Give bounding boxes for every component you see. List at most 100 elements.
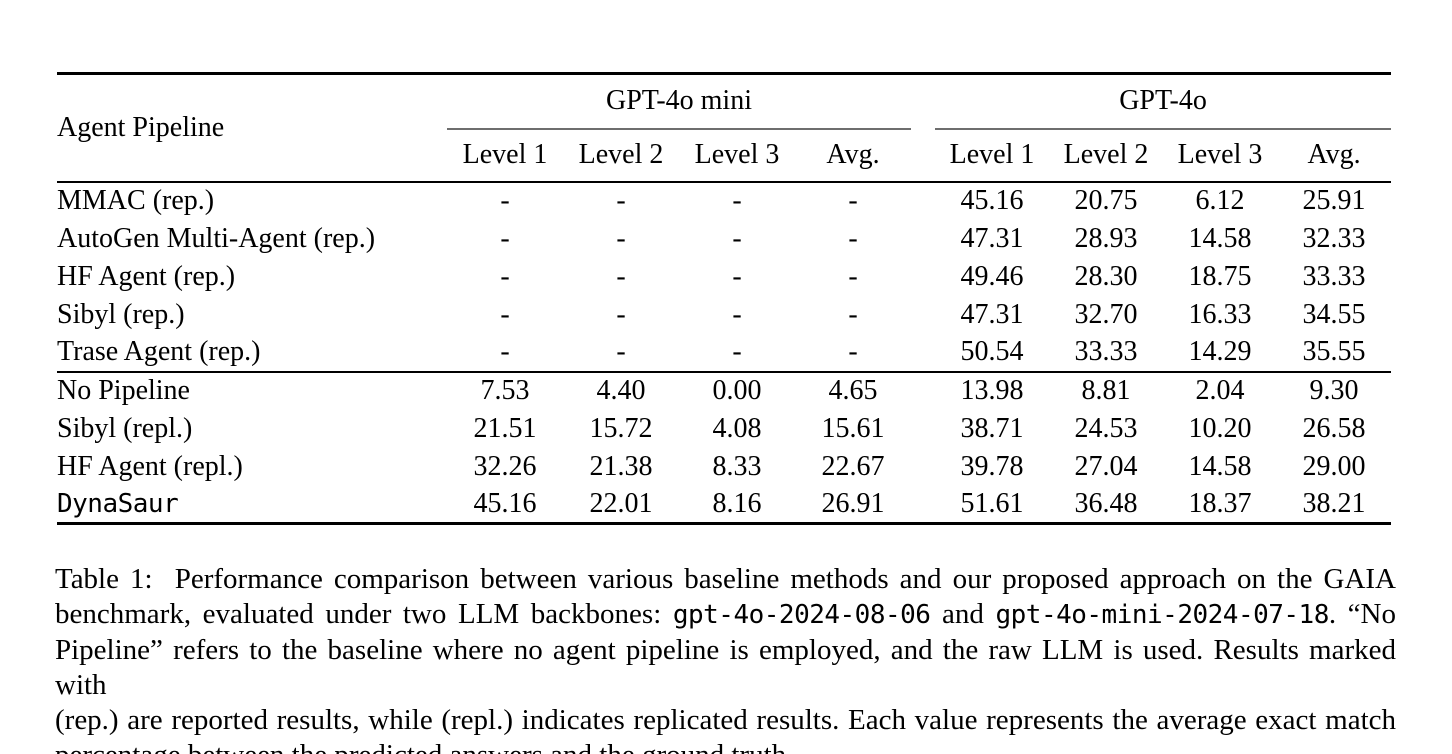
table-row: MMAC (rep.) - - - - 45.16 20.75 6.12 25.91 — [57, 182, 1391, 220]
caption-text: percentage between the predicted answers… — [55, 739, 793, 754]
row-label: Trase Agent (rep.) — [57, 336, 261, 367]
caption-text: and — [930, 598, 996, 630]
column-header-mini-level2: Level 2 — [563, 128, 679, 183]
group-gap — [911, 296, 935, 334]
value-cell: 9.30 — [1309, 375, 1359, 406]
value-cell: 0.00 — [712, 375, 762, 406]
caption-line: benchmark, evaluated under two LLM backb… — [55, 597, 1396, 633]
value-cell: 2.04 — [1195, 375, 1245, 406]
value-cell: 20.75 — [1074, 185, 1138, 216]
reported-results-section: MMAC (rep.) - - - - 45.16 20.75 6.12 25.91 AutoGe… — [57, 182, 1392, 372]
value-cell: 26.91 — [821, 487, 885, 519]
table-row: No Pipeline 7.53 4.40 0.00 4.65 13.98 8.81 2.04… — [57, 372, 1391, 410]
group-header-row: Agent Pipeline GPT-4o mini GPT-4o — [57, 73, 1392, 183]
value-cell: 18.75 — [1188, 260, 1252, 292]
row-label: HF Agent (rep.) — [57, 260, 236, 292]
column-header-agent-pipeline: Agent Pipeline — [57, 73, 447, 183]
value-cell: - — [732, 222, 742, 254]
value-cell: 35.55 — [1302, 336, 1366, 367]
value-cell: - — [500, 222, 510, 254]
value-cell: 32.33 — [1302, 222, 1366, 254]
value-cell: - — [848, 298, 858, 330]
column-header-4o-level2: Level 2 — [1049, 128, 1163, 183]
value-cell: - — [500, 185, 510, 216]
value-cell: - — [848, 336, 858, 367]
value-cell: 29.00 — [1302, 450, 1366, 482]
value-cell: 18.37 — [1188, 487, 1252, 519]
column-header-mini-level1: Level 1 — [447, 128, 563, 183]
value-cell: 15.72 — [589, 412, 653, 444]
results-table-area: Agent Pipeline GPT-4o mini GPT-4o Level … — [57, 72, 1392, 525]
table-row: Trase Agent (rep.) - - - - 50.54 33.33 14.29 35.… — [57, 334, 1391, 372]
row-label: Sibyl (repl.) — [57, 412, 193, 444]
group-gap — [911, 220, 935, 258]
value-cell: 8.16 — [712, 487, 762, 519]
group-gap — [911, 372, 935, 410]
caption-text: Table 1: Performance comparison between … — [55, 563, 1396, 595]
row-label: No Pipeline — [57, 375, 190, 406]
group-gap — [911, 410, 935, 448]
caption-line: Table 1: Performance comparison between … — [55, 562, 1396, 597]
value-cell: 51.61 — [960, 487, 1024, 519]
group-gap — [911, 74, 935, 129]
value-cell: - — [732, 298, 742, 330]
row-label: AutoGen Multi-Agent (rep.) — [57, 222, 376, 254]
caption-line: percentage between the predicted answers… — [55, 738, 1396, 754]
table-row: HF Agent (rep.) - - - - 49.46 28.30 18.75 33.33 — [57, 258, 1391, 296]
value-cell: - — [616, 222, 626, 254]
group-header-gpt-4o: GPT-4o — [935, 73, 1392, 130]
value-cell: 32.70 — [1074, 298, 1138, 330]
value-cell: - — [500, 260, 510, 292]
caption-text: Pipeline” refers to the baseline where n… — [55, 634, 1396, 701]
value-cell: 33.33 — [1074, 336, 1138, 367]
column-header-4o-avg: Avg. — [1277, 128, 1392, 183]
value-cell: 32.26 — [473, 450, 537, 482]
value-cell: 25.91 — [1302, 185, 1366, 216]
caption-code-text: gpt-4o-2024-08-06 — [672, 600, 931, 630]
value-cell: 22.67 — [821, 450, 885, 482]
value-cell: - — [616, 336, 626, 367]
value-cell: 47.31 — [960, 298, 1024, 330]
table-row: Sibyl (repl.) 21.51 15.72 4.08 15.61 38.71 24.… — [57, 410, 1391, 448]
table-caption: Table 1: Performance comparison between … — [55, 562, 1396, 754]
table-row: AutoGen Multi-Agent (rep.) - - - - 47.31 28.93… — [57, 220, 1391, 258]
column-header-mini-level3: Level 3 — [679, 128, 795, 183]
value-cell: - — [848, 185, 858, 216]
value-cell: 45.16 — [960, 185, 1024, 216]
value-cell: 6.12 — [1195, 185, 1245, 216]
value-cell: - — [732, 336, 742, 367]
value-cell: 15.61 — [821, 412, 885, 444]
value-cell: 8.33 — [712, 450, 762, 482]
value-cell: 50.54 — [960, 336, 1024, 367]
value-cell: - — [616, 260, 626, 292]
value-cell: 7.53 — [480, 375, 530, 406]
value-cell: 33.33 — [1302, 260, 1366, 292]
group-gap — [911, 258, 935, 296]
value-cell: 21.38 — [589, 450, 653, 482]
column-header-4o-level3: Level 3 — [1163, 128, 1277, 183]
value-cell: - — [848, 260, 858, 292]
value-cell: - — [732, 260, 742, 292]
row-label: DynaSaur — [57, 488, 179, 519]
replicated-results-section: No Pipeline 7.53 4.40 0.00 4.65 13.98 8.81 2.04… — [57, 372, 1391, 524]
value-cell: 16.33 — [1188, 298, 1252, 330]
value-cell: 22.01 — [589, 487, 653, 519]
value-cell: 14.29 — [1188, 336, 1252, 367]
value-cell: 14.58 — [1188, 450, 1252, 482]
row-label: Sibyl (rep.) — [57, 298, 185, 330]
value-cell: 38.21 — [1302, 487, 1366, 519]
caption-text: (rep.) are reported results, while (repl… — [55, 704, 1396, 736]
value-cell: 26.58 — [1302, 412, 1366, 444]
value-cell: 49.46 — [960, 260, 1024, 292]
table-header: Agent Pipeline GPT-4o mini GPT-4o Level … — [57, 73, 1392, 183]
table-row: Sibyl (rep.) - - - - 47.31 32.70 16.33 34.55 — [57, 296, 1391, 334]
value-cell: 47.31 — [960, 222, 1024, 254]
value-cell: 38.71 — [960, 412, 1024, 444]
column-header-mini-avg: Avg. — [795, 128, 911, 183]
group-header-gpt-4o-mini: GPT-4o mini — [447, 73, 911, 130]
value-cell: 21.51 — [473, 412, 537, 444]
value-cell: 14.58 — [1188, 222, 1252, 254]
caption-text: benchmark, evaluated under two LLM backb… — [55, 598, 673, 630]
value-cell: 24.53 — [1074, 412, 1138, 444]
